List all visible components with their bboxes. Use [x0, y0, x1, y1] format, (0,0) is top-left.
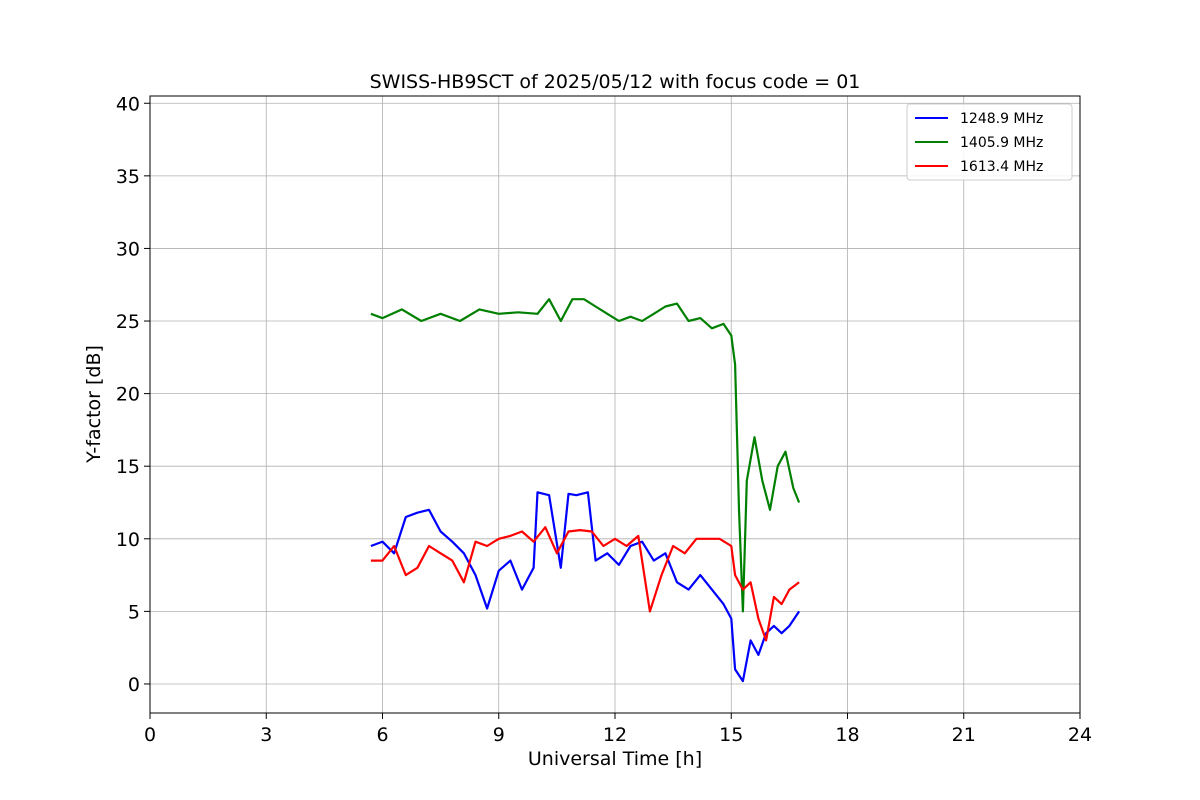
- x-tick-label: 12: [603, 724, 627, 746]
- series-line-2: [370, 526, 800, 642]
- series-line-1: [370, 298, 801, 613]
- y-tick-label: 0: [128, 674, 140, 696]
- y-tick-label: 35: [116, 166, 140, 188]
- legend-label-2: 1613.4 MHz: [960, 159, 1043, 175]
- x-tick-label: 3: [260, 724, 272, 746]
- y-tick-label: 40: [116, 93, 140, 115]
- y-tick-label: 20: [116, 384, 140, 406]
- x-tick-label: 21: [952, 724, 976, 746]
- x-tick-label: 6: [376, 724, 388, 746]
- legend-box: [906, 103, 1073, 181]
- x-tick-label: 9: [493, 724, 505, 746]
- y-tick-label: 10: [116, 529, 140, 551]
- series-line-0: [370, 491, 801, 683]
- y-tick-label: 30: [116, 238, 140, 260]
- y-tick-label: 5: [128, 601, 140, 623]
- axis-ticks: 0 3 6 9 12 15 18 21 24 0 5 10 15 20 25 30 35 40: [116, 93, 1092, 746]
- x-axis-label: Universal Time [h]: [528, 748, 702, 770]
- x-tick-label: 15: [719, 724, 743, 746]
- x-tick-label: 24: [1068, 724, 1092, 746]
- legend: 1248.9 MHz 1405.9 MHz 1613.4 MHz: [906, 103, 1073, 181]
- y-tick-label: 25: [116, 311, 140, 333]
- x-tick-label: 18: [835, 724, 859, 746]
- series-layer: [370, 298, 801, 683]
- y-axis-label: Y-factor [dB]: [83, 345, 105, 464]
- legend-label-1: 1405.9 MHz: [960, 135, 1043, 151]
- x-tick-label: 0: [144, 724, 156, 746]
- y-tick-label: 15: [116, 456, 140, 478]
- legend-label-0: 1248.9 MHz: [960, 111, 1043, 127]
- chart-title: SWISS-HB9SCT of 2025/05/12 with focus co…: [370, 71, 861, 93]
